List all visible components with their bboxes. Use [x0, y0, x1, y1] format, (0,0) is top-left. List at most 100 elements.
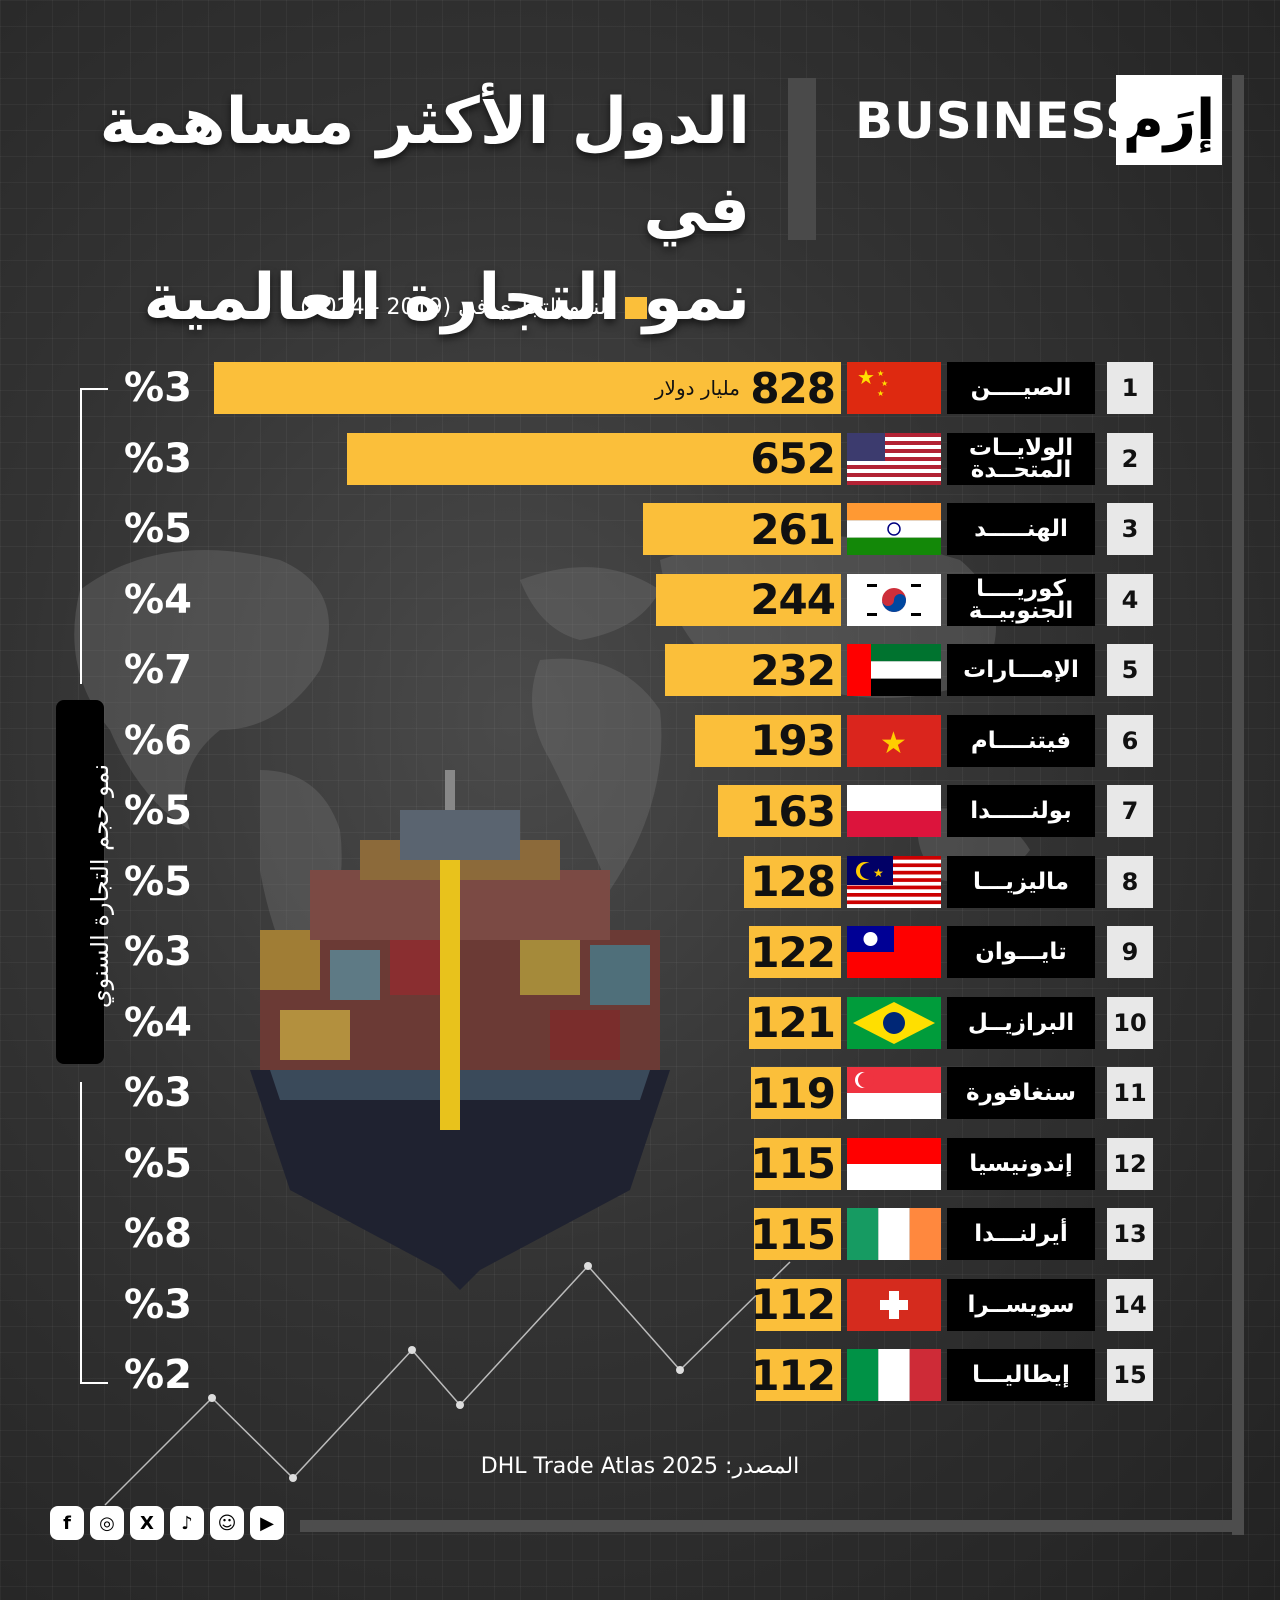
country-label: الولايــات المتحــدة	[947, 432, 1095, 485]
youtube-icon[interactable]: ▶	[250, 1506, 284, 1540]
growth-pct-label: %7	[124, 647, 192, 693]
switzerland-flag-icon	[847, 1278, 941, 1331]
rank-number: 8	[1107, 855, 1153, 908]
annual-growth-label-box	[56, 700, 104, 1064]
bar-row: 7 بولنـــــدا 163 %5	[0, 785, 1280, 837]
bar-row: 10 البرازيــل 121 %4	[0, 996, 1280, 1049]
growth-pct-label: %8	[124, 1211, 192, 1257]
bar	[643, 503, 841, 555]
usa-flag-icon	[847, 432, 941, 485]
value-label: 122	[750, 927, 836, 977]
instagram-icon[interactable]: ◎	[90, 1506, 124, 1540]
value-label: 193	[750, 716, 836, 765]
svg-text:★: ★	[877, 389, 884, 398]
china-flag-icon: ★ ★ ★ ★	[847, 362, 941, 414]
bar-row: 2 الولايــات المتحــدة 652 %3	[0, 432, 1280, 485]
country-label: الهنـــــد	[947, 503, 1095, 555]
facebook-icon[interactable]: f	[50, 1506, 84, 1540]
uae-flag-icon	[847, 644, 941, 696]
container-ship-image	[250, 770, 670, 1290]
bar	[214, 362, 841, 414]
legend-swatch	[624, 296, 647, 319]
snapchat-icon[interactable]: ☺	[210, 1506, 244, 1540]
value-label: 828	[750, 363, 836, 413]
bar	[756, 1278, 841, 1331]
growth-pct-label: %4	[124, 576, 192, 623]
value-label: 652	[750, 434, 836, 483]
rank-number: 10	[1107, 996, 1153, 1049]
value-label: 232	[750, 645, 836, 695]
bar	[749, 926, 841, 978]
bar-row: 8 ماليزيـــا ★ 128 %5	[0, 855, 1280, 908]
social-icons: f ◎ X ♪ ☺ ▶	[50, 1506, 284, 1540]
brand-logo-text: BUSINESS	[855, 92, 1143, 150]
bar-row: 5 الإمـــارات 232 %7	[0, 644, 1280, 696]
bar	[665, 644, 841, 696]
svg-text:★: ★	[881, 379, 888, 388]
bar	[744, 855, 841, 908]
title-line-1: الدول الأكثر مساهمة في	[99, 85, 750, 247]
legend: النمو التجاري في (2019 - 2024)	[300, 295, 760, 320]
growth-pct-label: %3	[124, 1070, 192, 1116]
bar	[695, 714, 841, 767]
poland-flag-icon	[847, 785, 941, 837]
rank-number: 13	[1107, 1208, 1153, 1260]
bar-row: 15 إيطاليـــا 112 %2	[0, 1349, 1280, 1401]
bar	[756, 1349, 841, 1401]
bar-row: 11 سنغافورة 119 %3	[0, 1067, 1280, 1119]
value-label: 128	[750, 857, 836, 906]
bracket-top	[80, 388, 108, 684]
country-label: أيرلنـــدا	[947, 1208, 1095, 1260]
rank-number: 7	[1107, 785, 1153, 837]
value-label: 244	[750, 575, 836, 624]
country-label: إيطاليـــا	[947, 1349, 1095, 1401]
country-label: ماليزيـــا	[947, 855, 1095, 908]
rank-number: 11	[1107, 1067, 1153, 1119]
value-label: 112	[750, 1280, 836, 1329]
rank-number: 3	[1107, 503, 1153, 555]
value-label: 163	[750, 786, 836, 836]
bar	[754, 1137, 841, 1190]
bar-row: 6 فيتنــــام ★ 193 %6	[0, 714, 1280, 767]
legend-label: النمو التجاري في (2019 - 2024)	[300, 295, 613, 320]
growth-pct-label: %3	[124, 365, 192, 411]
rank-number: 15	[1107, 1349, 1153, 1401]
title-line-2: نمو التجارة العالمية	[143, 261, 751, 335]
country-label: سنغافورة	[947, 1067, 1095, 1119]
bar-row: 1 الصيــــن ★ ★ ★ ★ 828 مليار دولار %3	[0, 362, 1280, 414]
frame-right-bar	[1232, 75, 1244, 1535]
bar	[754, 1208, 841, 1260]
growth-pct-label: %5	[124, 1140, 192, 1187]
x-icon[interactable]: X	[130, 1506, 164, 1540]
growth-pct-label: %3	[124, 435, 192, 482]
bar	[718, 785, 841, 837]
italy-flag-icon	[847, 1349, 941, 1401]
country-label: الإمـــارات	[947, 644, 1095, 696]
country-label: سويســرا	[947, 1278, 1095, 1331]
bar	[347, 432, 841, 485]
bar	[656, 573, 841, 626]
brazil-flag-icon	[847, 996, 941, 1049]
rank-number: 14	[1107, 1278, 1153, 1331]
growth-pct-label: %6	[124, 717, 192, 764]
south-korea-flag-icon	[847, 573, 941, 626]
rank-number: 9	[1107, 926, 1153, 978]
country-label: فيتنــــام	[947, 714, 1095, 767]
tiktok-icon[interactable]: ♪	[170, 1506, 204, 1540]
svg-text:★: ★	[880, 726, 907, 761]
brand-logo-mark: إرَم	[1116, 75, 1222, 165]
india-flag-icon	[847, 503, 941, 555]
value-label: 112	[750, 1350, 836, 1400]
growth-pct-label: %2	[124, 1352, 192, 1398]
svg-text:★: ★	[857, 365, 875, 389]
value-label: 261	[750, 504, 836, 554]
rank-number: 12	[1107, 1137, 1153, 1190]
bar-row: 14 سويســرا 112 %3	[0, 1278, 1280, 1331]
singapore-flag-icon	[847, 1067, 941, 1119]
bar-row: 4 كوريــــا الجنوبيــة 244 %4	[0, 573, 1280, 626]
bar-row: 3 الهنـــــد 261 %5	[0, 503, 1280, 555]
rank-number: 2	[1107, 432, 1153, 485]
frame-bottom-bar	[300, 1520, 1244, 1532]
value-label: 115	[750, 1209, 836, 1259]
